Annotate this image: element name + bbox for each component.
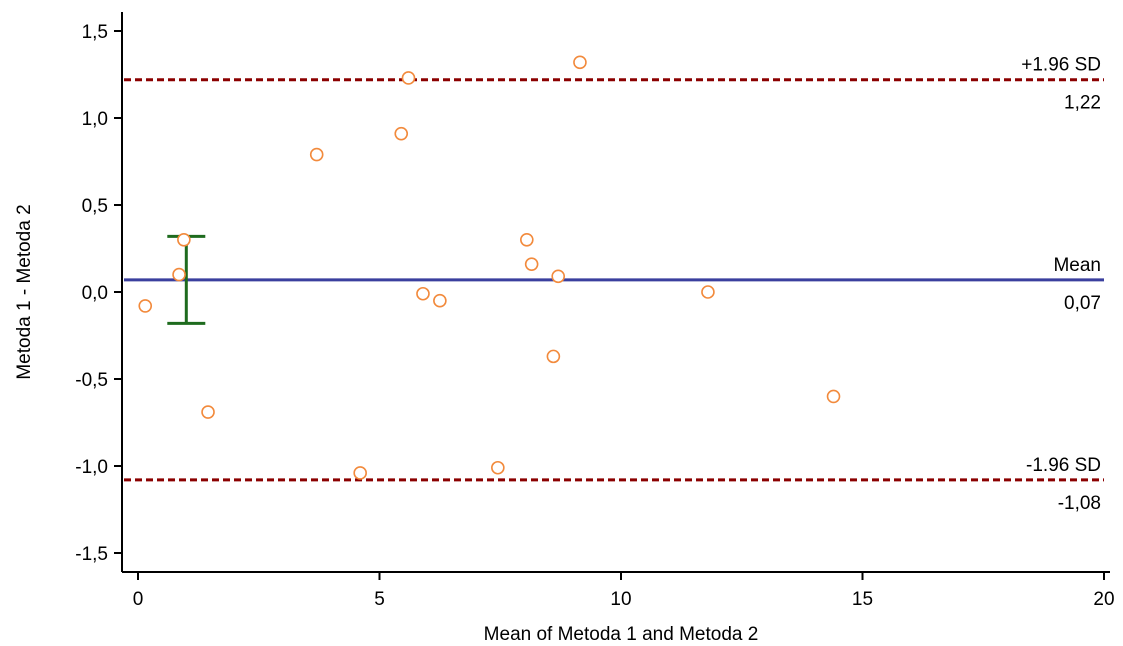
data-point <box>138 299 153 313</box>
reference-line-name: +1.96 SD <box>1021 55 1101 76</box>
data-point <box>524 257 539 271</box>
x-tick-label: 15 <box>852 589 873 610</box>
y-ticks: 1,5 1,0 0,5 0,0 -0,5 -1,0 -1,5 <box>75 22 122 565</box>
reference-lines: +1.96 SD 1,22 Mean 0,07 -1.96 SD -1,08 <box>124 55 1104 514</box>
data-point <box>201 405 215 419</box>
y-tick-label: 0,0 <box>82 283 108 304</box>
plot-area: 1,5 1,0 0,5 0,0 -0,5 -1,0 -1,5 0 5 10 15 20 +1.96 … <box>75 12 1115 610</box>
data-point <box>309 147 324 162</box>
data-point <box>520 233 534 247</box>
data-point <box>394 126 409 141</box>
y-tick-label: -1,0 <box>75 457 108 478</box>
y-tick-label: 1,5 <box>82 22 108 43</box>
data-point <box>573 55 587 70</box>
data-point <box>826 389 841 404</box>
reference-line-value: 0,07 <box>1064 293 1101 314</box>
x-axis-label: Mean of Metoda 1 and Metoda 2 <box>484 624 759 645</box>
y-tick-label: -1,5 <box>75 544 108 565</box>
data-point <box>551 269 566 284</box>
reference-line-value: -1,08 <box>1058 493 1101 514</box>
y-tick-label: -0,5 <box>75 370 108 391</box>
y-tick-label: 0,5 <box>82 196 108 217</box>
x-tick-label: 5 <box>374 589 385 610</box>
data-point <box>491 460 505 475</box>
data-point <box>433 293 447 308</box>
reference-line-value: 1,22 <box>1064 93 1101 114</box>
data-point <box>353 466 367 480</box>
data-point <box>177 233 191 247</box>
data-point <box>416 286 430 301</box>
x-ticks: 0 5 10 15 20 <box>133 572 1115 610</box>
y-tick-label: 1,0 <box>82 109 108 130</box>
reference-line-name: Mean <box>1053 255 1101 276</box>
reference-line-name: -1.96 SD <box>1026 455 1101 476</box>
data-point <box>172 267 186 282</box>
data-points <box>138 55 841 480</box>
x-tick-label: 20 <box>1093 589 1114 610</box>
data-point <box>546 349 561 364</box>
x-tick-label: 10 <box>610 589 631 610</box>
y-axis-label: Metoda 1 - Metoda 2 <box>14 204 35 379</box>
x-tick-label: 0 <box>133 589 144 610</box>
data-point <box>701 285 715 299</box>
data-point <box>401 71 416 85</box>
